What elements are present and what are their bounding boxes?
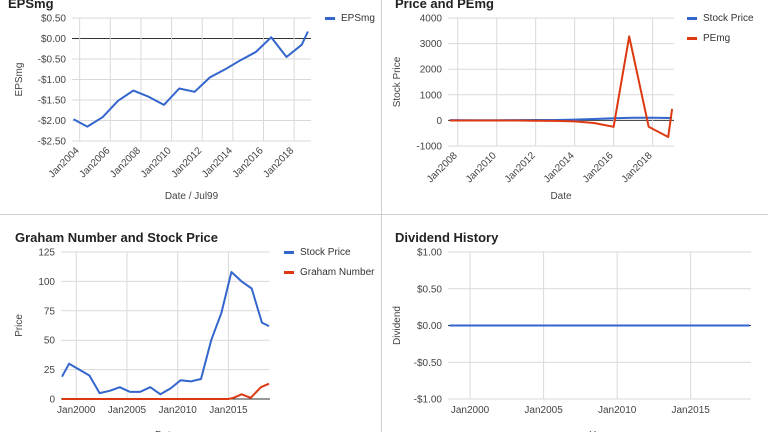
horizontal-divider (0, 214, 768, 215)
chart-title: EPSmg (8, 0, 54, 11)
y-axis-label: Dividend (392, 306, 403, 345)
x-tick-label: Jan2012 (169, 145, 204, 180)
y-tick-label: 75 (44, 306, 56, 317)
x-tick-label: Jan2006 (78, 145, 113, 180)
x-tick-label: Jan2015 (209, 405, 248, 416)
x-tick-label: Jan2010 (464, 150, 499, 185)
x-tick-label: Jan2010 (158, 405, 197, 416)
x-tick-label: Jan2018 (261, 145, 296, 180)
eps-chart: EPSmg $0.50 $0.00 -$0.50 -$1.00 -$1.50 -$2.00 -… (8, 0, 375, 202)
x-tick-label: Jan2015 (672, 405, 711, 416)
x-tick-label: Jan2008 (425, 150, 460, 185)
legend-swatch (284, 271, 294, 274)
y-tick-label: $0.50 (417, 284, 442, 295)
y-tick-label: -1000 (416, 142, 442, 153)
y-tick-label: 3000 (420, 39, 443, 50)
legend-swatch (687, 17, 697, 20)
legend-label: Stock Price (300, 247, 351, 258)
x-tick-label: Jan2010 (139, 145, 174, 180)
chart-title: Dividend History (395, 230, 499, 245)
x-tick-label: Jan2016 (581, 150, 616, 185)
x-tick-label: Jan2005 (524, 405, 563, 416)
x-axis-label: Date / Jul99 (165, 191, 219, 202)
x-tick-label: Jan2014 (200, 145, 235, 180)
dividend-chart: Dividend History $1.00 $0.50 $0.00 -$0.50 -$1… (392, 230, 751, 432)
x-axis-label: Year (589, 430, 610, 432)
x-tick-label: Jan2000 (57, 405, 96, 416)
x-tick-label: Jan2000 (451, 405, 490, 416)
y-tick-label: 1000 (420, 90, 443, 101)
y-tick-label: -$1.50 (38, 96, 67, 107)
vertical-divider (381, 0, 382, 432)
y-axis-label: EPSmg (14, 63, 25, 97)
y-axis-label: Price (14, 314, 25, 337)
x-tick-label: Jan2016 (231, 145, 266, 180)
y-tick-label: 25 (44, 365, 56, 376)
x-axis-label: Date (155, 430, 177, 432)
legend-swatch (687, 37, 697, 40)
price-pe-chart: Price and PEmg40003000200010000-1000Jan2… (392, 0, 754, 202)
y-tick-label: 125 (38, 248, 55, 259)
chart-title: Price and PEmg (395, 0, 494, 11)
graham-chart: Graham Number and Stock Price 125 100 75 50 2… (14, 230, 375, 432)
legend-swatch (284, 251, 294, 254)
y-tick-label: -$0.50 (38, 55, 67, 66)
x-tick-label: Jan2005 (108, 405, 147, 416)
y-tick-label: -$2.50 (38, 137, 67, 148)
y-tick-label: 100 (38, 277, 55, 288)
x-axis-label: Date (550, 191, 572, 202)
x-tick-label: Jan2012 (503, 150, 538, 185)
legend-label: PEmg (703, 33, 730, 44)
legend-label: EPSmg (341, 13, 375, 24)
y-tick-label: -$1.00 (414, 395, 443, 406)
y-tick-label: 0 (436, 116, 442, 127)
chart-title: Graham Number and Stock Price (15, 230, 218, 245)
y-tick-label: -$1.00 (38, 75, 67, 86)
x-tick-label: Jan2014 (542, 150, 577, 185)
legend-label: Graham Number (300, 267, 375, 278)
series-line-graham-number (62, 382, 270, 400)
legend-swatch (325, 17, 335, 20)
y-tick-label: $0.00 (417, 321, 442, 332)
y-tick-label: $1.00 (417, 248, 442, 259)
y-tick-label: $0.50 (41, 14, 66, 25)
x-tick-label: Jan2008 (108, 145, 143, 180)
x-tick-label: Jan2010 (598, 405, 637, 416)
y-tick-label: $0.00 (41, 34, 66, 45)
y-axis-label: Stock Price (392, 56, 403, 107)
y-tick-label: 4000 (420, 14, 443, 25)
legend-label: Stock Price (703, 13, 754, 24)
y-tick-label: 2000 (420, 65, 443, 76)
series-line-epsmg (73, 31, 309, 128)
y-tick-label: 0 (49, 395, 55, 406)
x-tick-label: Jan2004 (47, 145, 82, 180)
y-tick-label: -$0.50 (414, 358, 443, 369)
y-tick-label: 50 (44, 336, 56, 347)
y-tick-label: -$2.00 (38, 116, 67, 127)
x-tick-label: Jan2018 (620, 150, 655, 185)
series-line-pemg (449, 35, 674, 138)
series-line-stock-price (61, 271, 270, 396)
